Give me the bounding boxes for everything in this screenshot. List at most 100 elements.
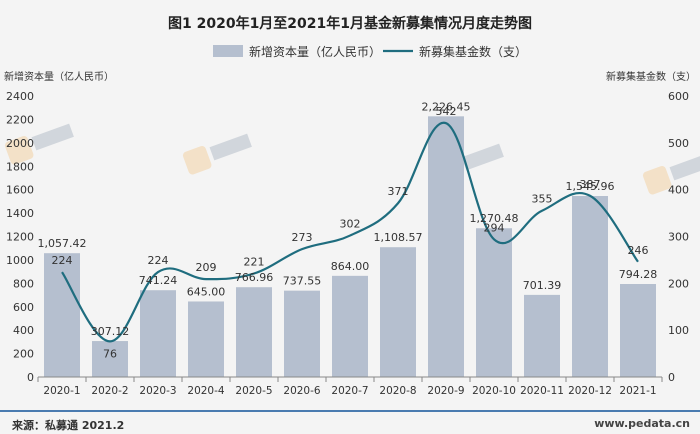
x-axis-tick-label: 2020-2 (91, 385, 128, 397)
bar-value-label: 741.24 (139, 274, 178, 287)
line-value-label: 246 (628, 244, 649, 257)
left-axis-tick: 1600 (6, 184, 34, 197)
left-axis-tick: 400 (13, 324, 34, 337)
bar-value-label: 1,270.48 (470, 212, 519, 225)
left-axis-tick: 0 (27, 371, 34, 384)
line-value-label: 76 (103, 347, 117, 360)
left-axis-tick: 2200 (6, 113, 34, 126)
left-axis-label: 新增资本量（亿人民币） (4, 70, 114, 83)
line-value-label: 542 (436, 105, 457, 118)
axes: 0200400600800100012001400160018002000220… (6, 90, 689, 397)
bar-value-label: 794.28 (619, 268, 658, 281)
bar-value-label: 645.00 (187, 285, 226, 298)
right-axis-tick: 300 (668, 231, 689, 244)
bar (140, 290, 176, 377)
legend-bar-swatch (213, 45, 243, 57)
left-axis-tick: 1800 (6, 160, 34, 173)
bar-value-label: 307.12 (91, 325, 130, 338)
bar (428, 116, 464, 377)
chart-title: 图1 2020年1月至2021年1月基金新募集情况月度走势图 (168, 15, 532, 32)
watermark-logo-bar (669, 153, 700, 181)
bar-value-label: 2,226.45 (422, 100, 471, 113)
watermark-logo-mark (4, 136, 34, 165)
line-value-label: 294 (484, 221, 505, 234)
legend-line-label: 新募集基金数（支） (419, 44, 527, 59)
legend: 新增资本量（亿人民币） 新募集基金数（支） (213, 44, 527, 59)
watermark-logo (182, 133, 252, 175)
x-axis-tick-label: 2020-5 (235, 385, 272, 397)
line-value-label: 209 (196, 261, 217, 274)
footer: 来源：私募通 2021.2 www.pedata.cn (0, 410, 700, 434)
line-value-label: 302 (340, 218, 361, 231)
x-axis-tick-label: 2020-4 (187, 385, 225, 397)
line-value-label: 224 (52, 254, 73, 267)
watermarks (4, 123, 700, 195)
left-axis-tick: 800 (13, 277, 34, 290)
footer-rule (0, 410, 700, 412)
left-axis-tick: 2400 (6, 90, 34, 103)
left-axis-tick: 200 (13, 348, 34, 361)
x-axis-tick-label: 2021-1 (619, 385, 656, 397)
x-axis-tick-label: 2020-11 (520, 385, 564, 397)
left-axis-tick: 1400 (6, 207, 34, 220)
line-value-label: 224 (148, 254, 169, 267)
watermark-logo-bar (209, 133, 252, 161)
bar (236, 287, 272, 377)
bar-value-label: 1,545.96 (566, 180, 615, 193)
watermark-logo-mark (182, 146, 212, 175)
chart-svg: 图1 2020年1月至2021年1月基金新募集情况月度走势图 新增资本量（亿人民… (4, 15, 700, 397)
left-axis-tick: 600 (13, 301, 34, 314)
watermark-logo-bar (461, 143, 504, 171)
data-labels: 1,057.42 307.12 741.24 645.00 766.96 737.55 86… (38, 100, 658, 360)
series-line (61, 122, 639, 343)
line-value-label: 387 (580, 178, 601, 191)
watermark-logo-bar (31, 123, 74, 151)
bar (332, 275, 368, 377)
line-layer (61, 122, 639, 343)
bar (92, 341, 128, 377)
x-axis-tick-label: 2020-12 (568, 385, 612, 397)
bar (620, 284, 656, 377)
bar-value-label: 864.00 (331, 260, 370, 273)
left-axis-tick: 1000 (6, 254, 34, 267)
right-axis-tick: 400 (668, 184, 689, 197)
watermark-logo (642, 153, 700, 195)
line-value-label: 355 (532, 193, 553, 206)
right-axis-tick: 0 (668, 371, 675, 384)
bar (380, 247, 416, 377)
x-axis-tick-label: 2020-9 (427, 385, 464, 397)
bar (476, 228, 512, 377)
bar-value-label: 1,108.57 (374, 231, 423, 244)
footer-source: 来源：私募通 2021.2 (12, 419, 125, 432)
x-axis-tick-label: 2020-8 (379, 385, 416, 397)
right-axis-tick: 600 (668, 90, 689, 103)
bars (44, 116, 656, 377)
bar-value-label: 701.39 (523, 279, 562, 292)
bar (188, 301, 224, 377)
bar-value-label: 737.55 (283, 275, 322, 288)
bar (44, 253, 80, 377)
bar-value-label: 1,057.42 (38, 237, 87, 250)
bar (572, 195, 608, 377)
right-axis-tick: 100 (668, 324, 689, 337)
right-axis-tick: 200 (668, 277, 689, 290)
bar (524, 294, 560, 377)
legend-bar-label: 新增资本量（亿人民币） (249, 44, 381, 59)
line-value-label: 273 (292, 231, 313, 244)
x-axis-tick-label: 2020-6 (283, 385, 321, 397)
bar (284, 290, 320, 377)
footer-site: www.pedata.cn (594, 417, 690, 430)
bar-value-label: 766.96 (235, 271, 274, 284)
x-axis-tick-label: 2020-1 (43, 385, 80, 397)
x-axis-tick-label: 2020-10 (472, 385, 516, 397)
line-value-label: 371 (388, 185, 409, 198)
right-axis-tick: 500 (668, 137, 689, 150)
watermark-logo (4, 123, 74, 165)
right-axis-label: 新募集基金数（支） (606, 70, 696, 83)
left-axis-tick: 2000 (6, 137, 34, 150)
x-axis-tick-label: 2020-7 (331, 385, 368, 397)
line-value-label: 221 (244, 255, 265, 268)
x-axis-tick-label: 2020-3 (139, 385, 176, 397)
left-axis-tick: 1200 (6, 231, 34, 244)
